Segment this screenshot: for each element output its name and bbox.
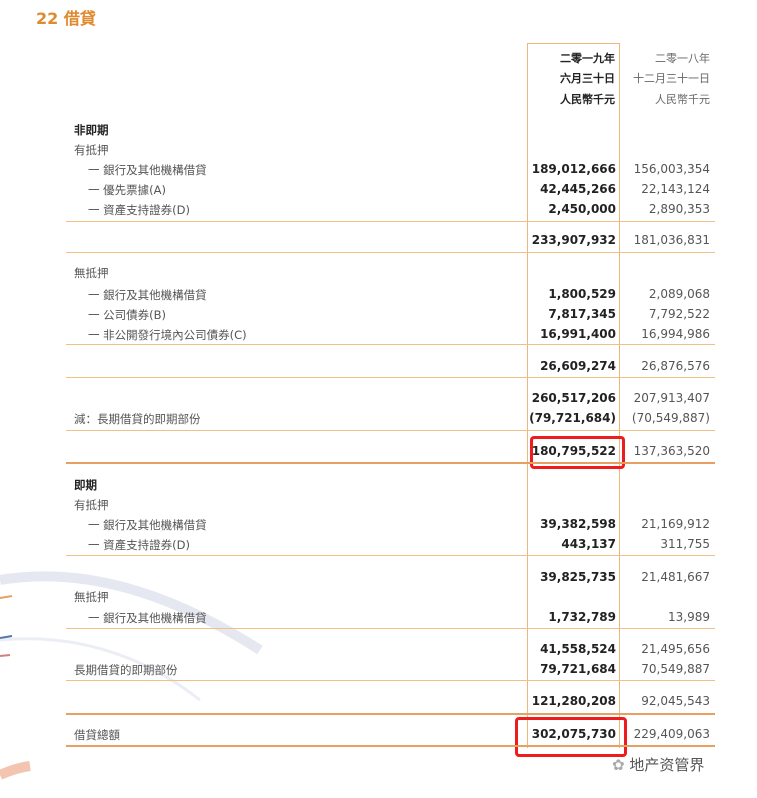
line-item-label: 一 優先票據(A) (88, 183, 166, 197)
value-2019: 41,558,524 (540, 642, 616, 656)
value-2018: 207,913,407 (633, 391, 710, 405)
header-2018-unit: 人民幣千元 (655, 93, 710, 106)
value-2019: 1,800,529 (548, 287, 616, 301)
value-2019: 443,137 (561, 537, 616, 551)
line-item-label: 一 公司債券(B) (88, 308, 167, 322)
section-heading: 即期 (74, 478, 97, 492)
rule-line (66, 252, 715, 253)
value-2019: 121,280,208 (531, 694, 616, 708)
value-2018: 137,363,520 (633, 444, 710, 458)
line-item-label: 一 銀行及其他機構借貸 (88, 163, 207, 177)
value-2018: 21,495,656 (641, 642, 710, 656)
value-2018: 70,549,887 (641, 662, 710, 676)
header-2019-date: 六月三十日 (560, 72, 615, 85)
current-period-column-frame (527, 43, 620, 748)
decorative-stroke (0, 635, 13, 639)
decorative-arc (0, 637, 201, 702)
decorative-stroke (0, 595, 13, 599)
line-item-label: 一 資產支持證券(D) (88, 538, 190, 552)
value-2018: 92,045,543 (641, 694, 710, 708)
row-label: 借貸總額 (74, 728, 120, 742)
value-2018: 13,989 (668, 610, 710, 624)
line-item-label: 一 銀行及其他機構借貸 (88, 518, 207, 532)
value-2019: 260,517,206 (531, 391, 616, 405)
rule-line (66, 344, 715, 345)
wechat-icon: ✿ (612, 756, 630, 774)
value-2019: 16,991,400 (540, 327, 616, 341)
value-2018: 26,876,576 (641, 359, 710, 373)
rule-line (66, 680, 715, 681)
value-2019: 42,445,266 (540, 182, 616, 196)
rule-line (66, 430, 715, 431)
header-2018-year: 二零一八年 (655, 52, 710, 65)
value-2018: 229,409,063 (633, 727, 710, 741)
line-item-label: 一 銀行及其他機構借貸 (88, 611, 207, 625)
value-2018: 22,143,124 (641, 182, 710, 196)
row-label: 有抵押 (74, 498, 109, 512)
row-label: 長期借貸的即期部份 (74, 663, 178, 677)
value-2019: 39,382,598 (540, 517, 616, 531)
value-2019: 2,450,000 (548, 202, 616, 216)
value-2019: 7,817,345 (548, 307, 616, 321)
value-2018: 21,169,912 (641, 517, 710, 531)
highlight-box (530, 436, 625, 469)
row-label: 減：長期借貸的即期部份 (74, 412, 201, 426)
watermark-text: 地产资管界 (629, 756, 705, 774)
header-2019-year: 二零一九年 (560, 52, 615, 65)
rule-line (66, 628, 715, 629)
value-2019: (79,721,684) (529, 411, 616, 425)
value-2018: (70,549,887) (631, 411, 710, 425)
highlight-box (515, 717, 627, 757)
row-label: 無抵押 (74, 590, 109, 604)
value-2018: 181,036,831 (633, 233, 710, 247)
value-2019: 39,825,735 (540, 570, 616, 584)
header-2019-unit: 人民幣千元 (560, 93, 615, 106)
value-2019: 1,732,789 (548, 610, 616, 624)
line-item-label: 一 資產支持證券(D) (88, 203, 190, 217)
value-2019: 233,907,932 (531, 233, 616, 247)
line-item-label: 一 非公開發行境內公司債券(C) (88, 328, 247, 342)
value-2018: 16,994,986 (641, 327, 710, 341)
rule-line (66, 377, 715, 378)
rule-line (66, 555, 715, 556)
line-item-label: 一 銀行及其他機構借貸 (88, 288, 207, 302)
watermark: ✿ 地产资管界 (612, 754, 704, 775)
rule-line (66, 713, 715, 715)
value-2018: 311,755 (660, 537, 710, 551)
value-2019: 302,075,730 (531, 727, 616, 741)
decorative-stroke (0, 654, 11, 657)
row-label: 無抵押 (74, 266, 109, 280)
header-2018-date: 十二月三十一日 (633, 72, 710, 85)
value-2019: 79,721,684 (540, 662, 616, 676)
value-2019: 26,609,274 (540, 359, 616, 373)
value-2019: 180,795,522 (531, 444, 616, 458)
decorative-arc (0, 761, 31, 780)
rule-line (66, 462, 715, 464)
value-2018: 7,792,522 (648, 307, 710, 321)
value-2018: 156,003,354 (633, 162, 710, 176)
value-2018: 2,890,353 (648, 202, 710, 216)
section-heading: 非即期 (74, 123, 109, 137)
row-label: 有抵押 (74, 143, 109, 157)
rule-line (66, 745, 715, 747)
value-2019: 189,012,666 (531, 162, 616, 176)
value-2018: 21,481,667 (641, 570, 710, 584)
rule-line (66, 221, 715, 222)
note-title: 22 借貸 (36, 9, 96, 28)
value-2018: 2,089,068 (648, 287, 710, 301)
